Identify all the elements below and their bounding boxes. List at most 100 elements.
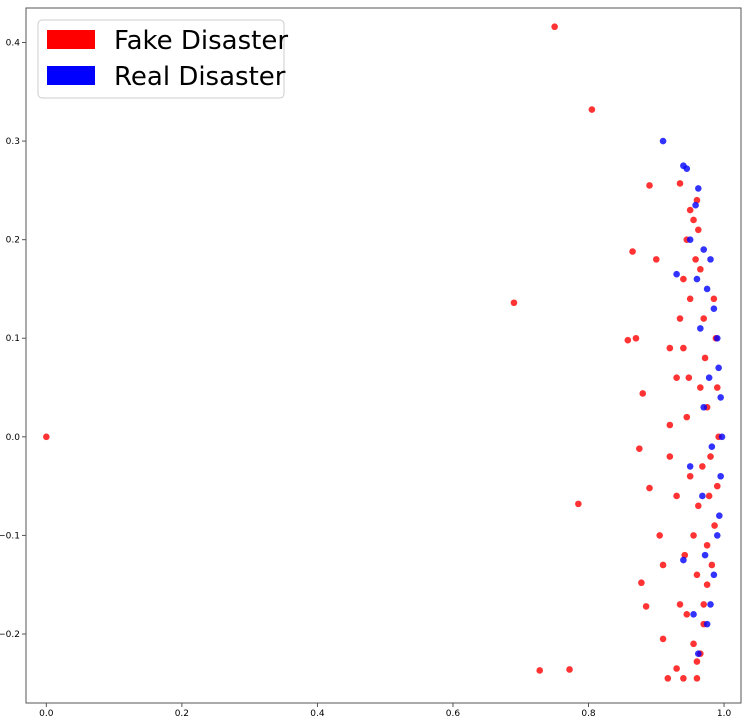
- point-fake: [639, 390, 647, 397]
- point-fake: [566, 666, 573, 673]
- plot-area-frame: [25, 7, 742, 704]
- point-real: [695, 185, 702, 192]
- point-fake: [646, 484, 653, 492]
- y-tick-label: 0.2: [6, 236, 20, 246]
- y-tick-label: −0.1: [0, 531, 20, 541]
- legend-box: [37, 19, 285, 99]
- point-fake: [676, 601, 684, 608]
- x-tick-label: 0.2: [175, 709, 189, 719]
- point-fake: [699, 463, 706, 470]
- point-real: [708, 443, 716, 450]
- point-fake: [664, 675, 672, 682]
- point-real: [703, 620, 711, 628]
- point-fake: [666, 344, 674, 352]
- point-real: [659, 137, 667, 145]
- point-fake: [666, 421, 674, 429]
- point-fake: [636, 445, 643, 452]
- point-fake: [676, 315, 684, 322]
- point-fake: [686, 472, 694, 480]
- point-real: [713, 532, 721, 539]
- point-fake: [680, 275, 687, 283]
- point-fake: [703, 581, 711, 589]
- point-real: [717, 472, 724, 480]
- legend-swatch-fake: [47, 30, 95, 49]
- point-fake: [588, 106, 596, 113]
- point-fake: [656, 532, 663, 539]
- point-fake: [673, 492, 680, 500]
- point-fake: [711, 522, 718, 529]
- point-real: [710, 571, 718, 579]
- point-fake: [676, 180, 684, 187]
- point-fake: [697, 384, 704, 391]
- x-tick-label: 0.4: [310, 709, 325, 719]
- y-tick-label: 0.3: [6, 137, 20, 147]
- point-fake: [686, 295, 694, 303]
- point-fake: [695, 226, 702, 234]
- point-real: [703, 285, 711, 293]
- point-fake: [673, 665, 680, 672]
- point-real: [690, 610, 697, 618]
- y-tick-label: −0.2: [0, 630, 20, 640]
- point-fake: [575, 500, 582, 508]
- point-fake: [690, 532, 697, 539]
- point-fake: [642, 603, 650, 610]
- point-real: [673, 270, 680, 278]
- point-real: [686, 463, 694, 470]
- point-real: [697, 325, 704, 332]
- point-fake: [693, 571, 701, 579]
- point-fake: [713, 482, 721, 490]
- point-fake: [707, 453, 714, 460]
- point-fake: [685, 374, 693, 381]
- legend-swatch-real: [47, 66, 95, 85]
- point-fake: [646, 182, 653, 189]
- point-real: [683, 165, 691, 172]
- point-real: [710, 305, 718, 312]
- point-fake: [693, 675, 701, 682]
- x-axis: 0.0 0.2 0.4 0.6 0.8 1.0: [39, 703, 731, 719]
- point-fake: [629, 248, 636, 255]
- x-tick-label: 0.8: [581, 709, 596, 719]
- point-real: [713, 334, 721, 342]
- point-fake: [666, 453, 674, 460]
- point-fake: [683, 610, 691, 618]
- x-tick-label: 0.6: [446, 709, 461, 719]
- point-real: [700, 246, 708, 253]
- legend-label-fake: Fake Disaster: [114, 26, 288, 56]
- point-fake: [710, 295, 718, 303]
- point-fake: [697, 265, 704, 273]
- point-fake: [713, 384, 721, 391]
- point-real: [680, 556, 687, 564]
- point-fake: [680, 344, 687, 352]
- point-real: [695, 650, 702, 658]
- point-real: [716, 512, 723, 519]
- point-real: [701, 551, 709, 559]
- point-fake: [536, 667, 544, 674]
- point-fake: [686, 206, 694, 214]
- point-real: [707, 256, 714, 263]
- y-tick-label: 0.4: [6, 39, 21, 49]
- point-fake: [659, 561, 667, 569]
- x-tick-label: 0.0: [39, 709, 54, 719]
- point-fake: [510, 299, 518, 307]
- point-fake: [693, 658, 701, 665]
- point-real: [717, 394, 724, 401]
- point-fake: [43, 433, 50, 441]
- point-fake: [700, 315, 708, 322]
- y-tick-label: 0.0: [6, 433, 21, 443]
- point-fake: [638, 579, 645, 587]
- point-real: [705, 374, 713, 381]
- point-real: [718, 433, 726, 441]
- y-tick-label: 0.1: [6, 334, 20, 344]
- point-fake: [701, 354, 709, 362]
- point-fake: [673, 374, 680, 381]
- point-fake: [703, 541, 711, 549]
- legend-label-real: Real Disaster: [114, 62, 286, 92]
- point-fake: [652, 256, 660, 263]
- point-real: [692, 201, 699, 209]
- point-fake: [705, 492, 713, 500]
- point-fake: [632, 334, 640, 342]
- x-tick-label: 1.0: [717, 709, 732, 719]
- point-fake: [683, 413, 691, 421]
- legend: Fake Disaster Real Disaster: [37, 19, 288, 99]
